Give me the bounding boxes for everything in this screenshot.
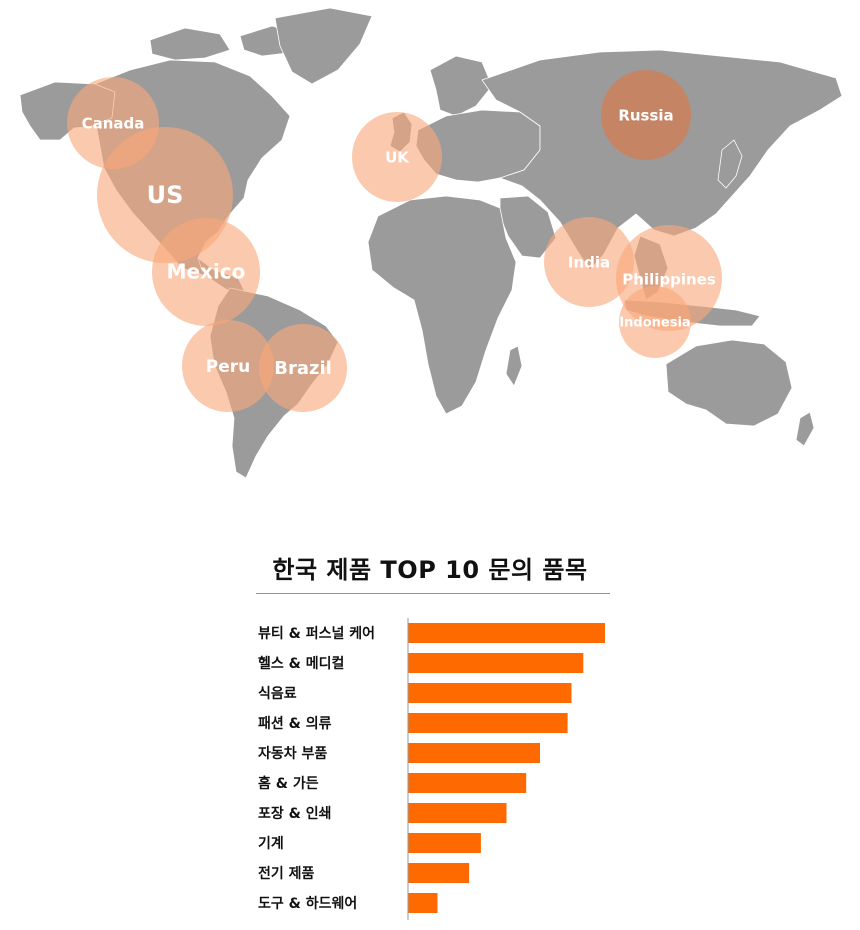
bubble-brazil[interactable]: Brazil bbox=[259, 324, 347, 412]
land-australia bbox=[665, 339, 793, 427]
land-africa bbox=[367, 195, 517, 415]
bubble-mexico-circle bbox=[152, 218, 260, 326]
bubble-mexico-label: Mexico bbox=[167, 260, 246, 284]
bar-9 bbox=[408, 863, 470, 883]
bubble-india-label: India bbox=[568, 254, 610, 272]
category-label-8: 기계 bbox=[258, 836, 284, 852]
bubble-indonesia[interactable]: Indonesia bbox=[619, 286, 691, 358]
bubble-india[interactable]: India bbox=[544, 217, 634, 307]
bar-6 bbox=[408, 773, 527, 793]
bar-7 bbox=[408, 803, 507, 823]
bubble-canada-label: Canada bbox=[82, 115, 145, 133]
bar-4 bbox=[408, 713, 568, 733]
category-label-7: 포장 & 인쇄 bbox=[258, 805, 331, 822]
category-label-3: 식음료 bbox=[258, 686, 297, 702]
bubble-brazil-circle bbox=[259, 324, 347, 412]
bubble-brazil-label: Brazil bbox=[274, 358, 332, 379]
bar-3 bbox=[408, 683, 572, 703]
bubble-mexico[interactable]: Mexico bbox=[152, 218, 260, 326]
category-label-4: 패션 & 의류 bbox=[258, 715, 332, 732]
title-divider bbox=[256, 593, 610, 594]
category-label-6: 홈 & 가든 bbox=[258, 775, 319, 792]
category-label-2: 헬스 & 메디컬 bbox=[258, 655, 344, 672]
bubble-us-label: US bbox=[147, 181, 184, 209]
chart-title: 한국 제품 TOP 10 문의 품목 bbox=[272, 556, 588, 584]
bar-8 bbox=[408, 833, 481, 853]
bar-5 bbox=[408, 743, 540, 763]
land-greenland bbox=[274, 7, 373, 85]
bar-1 bbox=[408, 623, 605, 643]
country-bubbles: Canada US Mexico Peru Brazil UK bbox=[67, 70, 722, 412]
category-label-9: 전기 제품 bbox=[258, 865, 315, 882]
bubble-peru-label: Peru bbox=[206, 357, 250, 377]
bubble-peru-circle bbox=[182, 320, 274, 412]
category-label-5: 자동차 부품 bbox=[258, 746, 327, 762]
land-new-zealand bbox=[795, 411, 815, 447]
bubble-uk[interactable]: UK bbox=[352, 112, 442, 202]
bars bbox=[408, 623, 605, 913]
bubble-india-circle bbox=[544, 217, 634, 307]
bubble-indonesia-label: Indonesia bbox=[619, 316, 690, 331]
bubble-uk-circle bbox=[352, 112, 442, 202]
bubble-indonesia-circle bbox=[619, 286, 691, 358]
category-label-1: 뷰티 & 퍼스널 케어 bbox=[258, 625, 375, 642]
world-map-svg: Canada US Mexico Peru Brazil UK bbox=[19, 7, 843, 479]
bubble-russia-label: Russia bbox=[618, 107, 673, 125]
bubble-peru[interactable]: Peru bbox=[182, 320, 274, 412]
land-scandinavia bbox=[429, 55, 493, 117]
world-map: Canada US Mexico Peru Brazil UK bbox=[19, 7, 843, 479]
land-madagascar bbox=[505, 345, 523, 387]
bubble-russia[interactable]: Russia bbox=[601, 70, 691, 160]
bar-2 bbox=[408, 653, 584, 673]
category-label-10: 도구 & 하드웨어 bbox=[258, 895, 357, 912]
bubble-uk-label: UK bbox=[385, 149, 410, 167]
bar-10 bbox=[408, 893, 438, 913]
bubble-russia-circle bbox=[601, 70, 691, 160]
bubble-philippines-label: Philippines bbox=[622, 271, 716, 289]
land-japan bbox=[717, 139, 743, 189]
